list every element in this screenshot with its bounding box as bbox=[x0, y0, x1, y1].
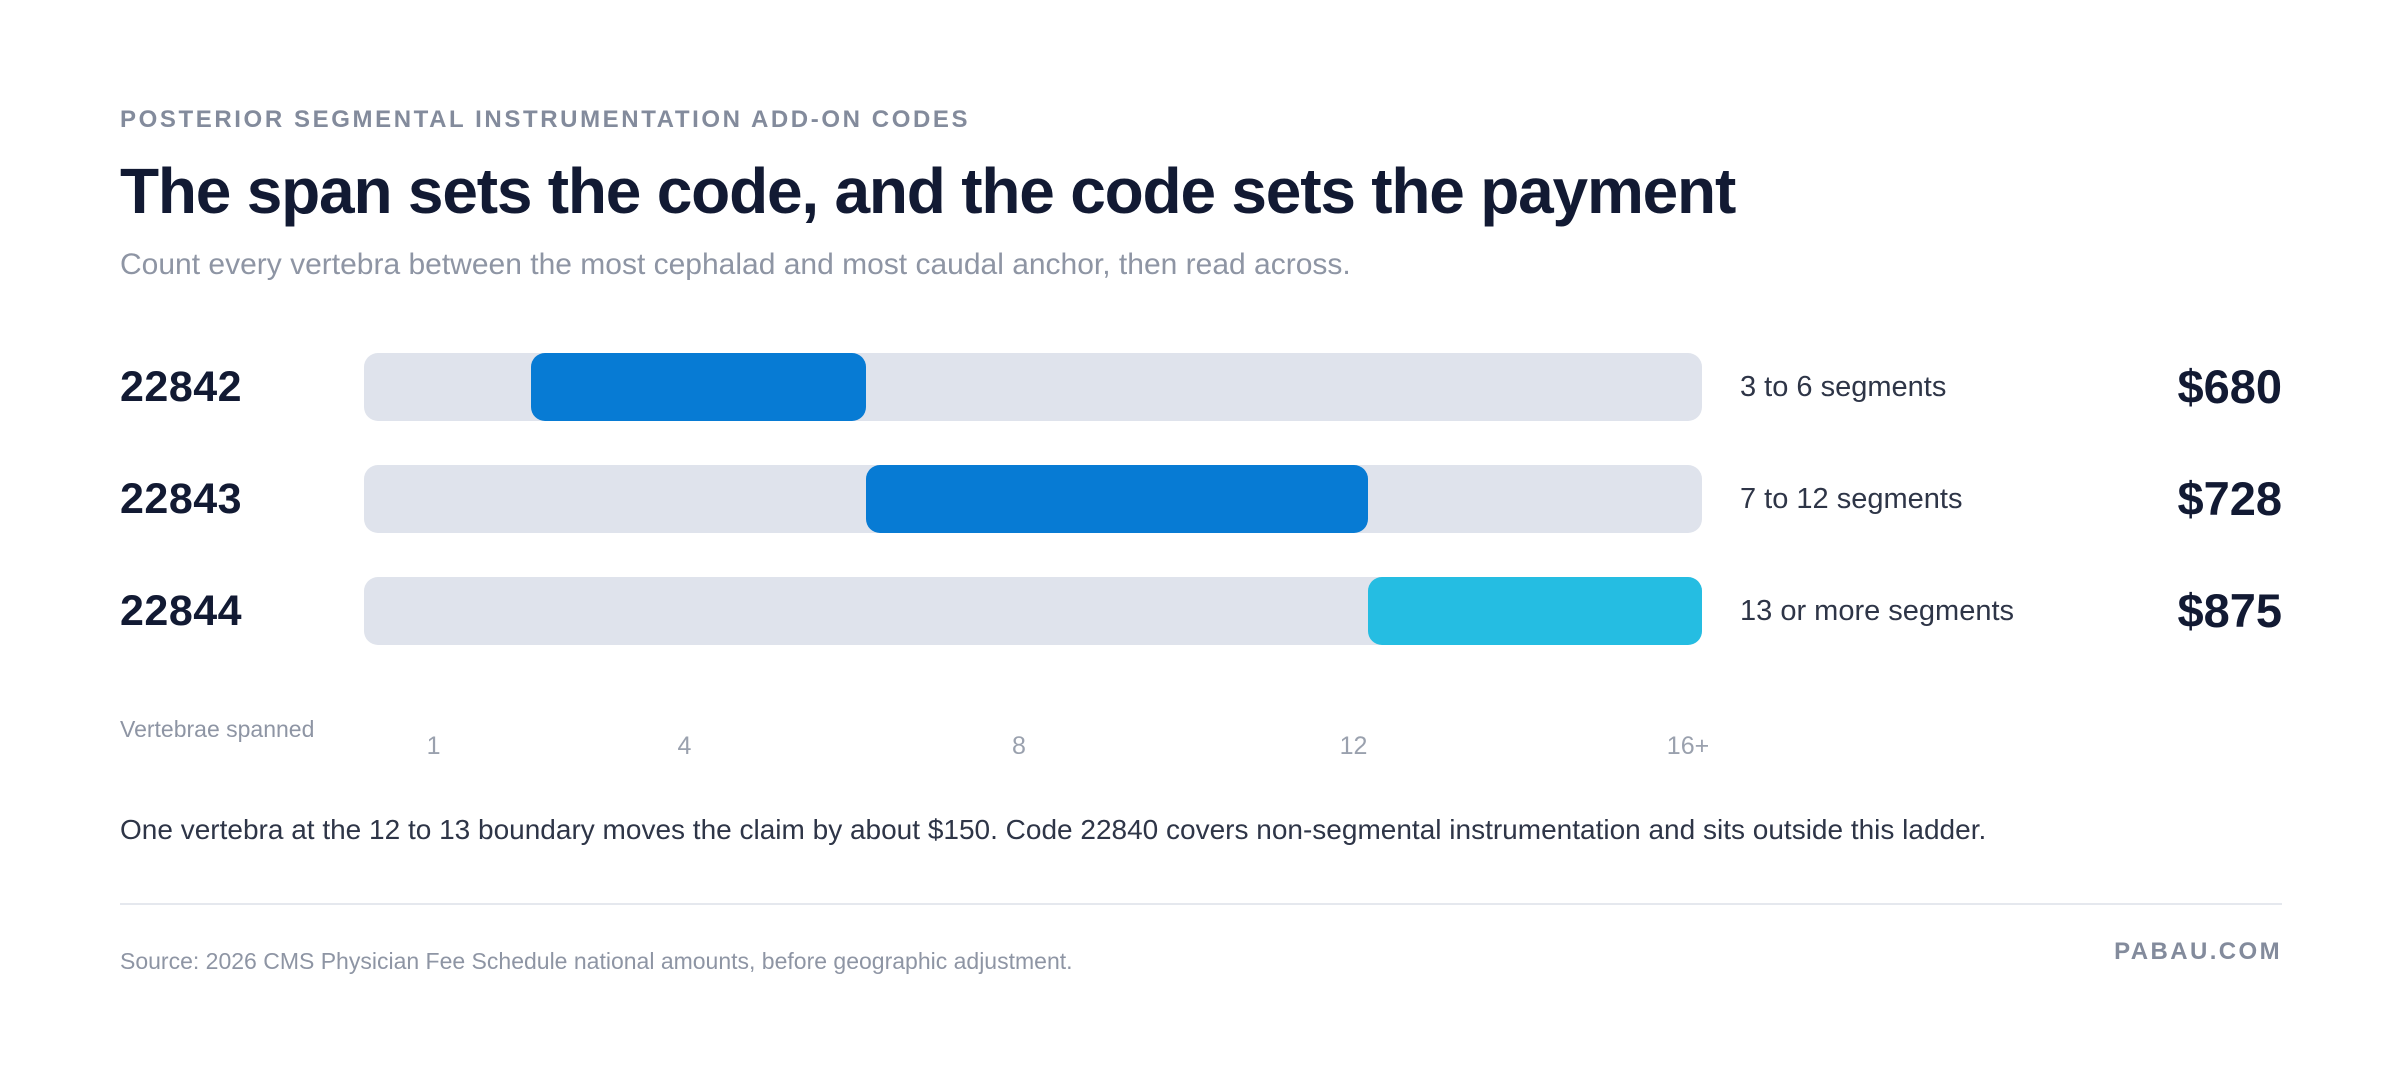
bar-track bbox=[364, 465, 1702, 533]
x-axis-title: Vertebrae spanned bbox=[120, 716, 315, 742]
range-bar-22844 bbox=[1367, 577, 1702, 645]
payment-value: $680 bbox=[2177, 360, 2282, 413]
x-tick-label: 8 bbox=[1012, 732, 1026, 760]
segment-range-label: 7 to 12 segments bbox=[1740, 483, 1963, 515]
chart-row-22843: 22843 7 to 12 segments $728 bbox=[0, 465, 2400, 533]
chart-row-22842: 22842 3 to 6 segments $680 bbox=[0, 353, 2400, 421]
chart-title: The span sets the code, and the code set… bbox=[120, 155, 1736, 227]
segment-range-label: 3 to 6 segments bbox=[1740, 371, 1947, 403]
chart-row-22844: 22844 13 or more segments $875 bbox=[0, 577, 2400, 645]
x-tick-label: 16+ bbox=[1666, 732, 1710, 760]
divider bbox=[120, 903, 2282, 905]
source-note: Source: 2026 CMS Physician Fee Schedule … bbox=[120, 948, 1073, 974]
payment-value: $875 bbox=[2177, 584, 2282, 637]
range-bar-22842 bbox=[531, 353, 866, 421]
code-label: 22843 bbox=[120, 475, 243, 523]
x-tick-label: 4 bbox=[677, 732, 692, 760]
x-tick-label: 1 bbox=[426, 732, 441, 760]
code-label: 22844 bbox=[120, 587, 243, 635]
bar-track bbox=[364, 353, 1702, 421]
payment-value: $728 bbox=[2177, 472, 2282, 525]
brand-mark: PABAU.COM bbox=[2114, 938, 2282, 965]
chart-subtitle: Count every vertebra between the most ce… bbox=[120, 248, 1351, 281]
segment-range-label: 13 or more segments bbox=[1740, 595, 2015, 627]
bar-track bbox=[364, 577, 1702, 645]
eyebrow-label: POSTERIOR SEGMENTAL INSTRUMENTATION ADD-… bbox=[120, 106, 971, 133]
code-label: 22842 bbox=[120, 363, 243, 411]
x-tick-label: 12 bbox=[1339, 732, 1368, 760]
footnote: One vertebra at the 12 to 13 boundary mo… bbox=[120, 814, 1987, 845]
range-bar-22843 bbox=[865, 465, 1368, 533]
